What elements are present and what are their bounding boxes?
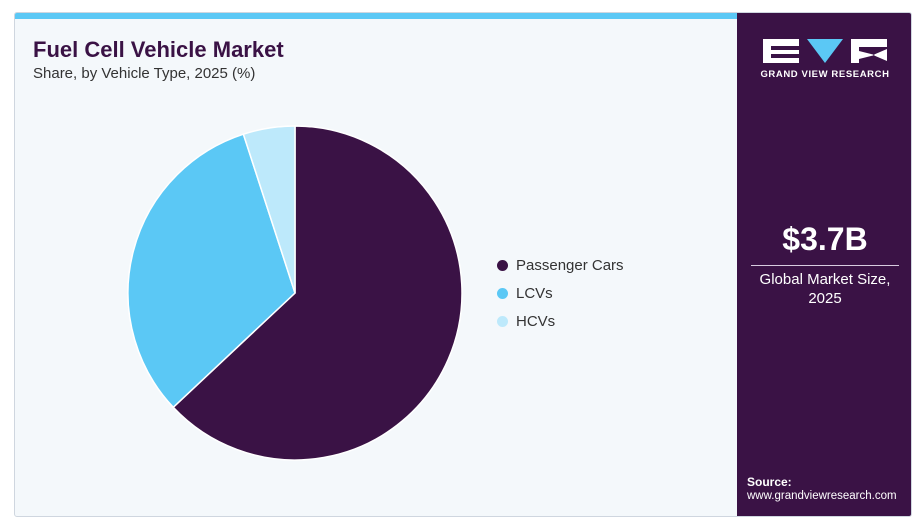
legend-label-passenger-cars: Passenger Cars bbox=[516, 256, 624, 274]
pie-slice-passenger-cars bbox=[172, 125, 463, 461]
accent-top-bar bbox=[15, 13, 737, 19]
pie-chart bbox=[127, 125, 463, 461]
pie-slice-hcvs bbox=[242, 125, 296, 294]
legend-item-hcvs: HCVs bbox=[497, 307, 624, 335]
chart-legend: Passenger Cars LCVs HCVs bbox=[497, 251, 624, 335]
source-label: Source: bbox=[747, 475, 792, 489]
market-size-value: $3.7B bbox=[782, 221, 868, 257]
legend-item-passenger-cars: Passenger Cars bbox=[497, 251, 624, 279]
legend-label-hcvs: HCVs bbox=[516, 312, 556, 330]
legend-swatch-passenger-cars bbox=[497, 259, 508, 271]
legend-label-lcvs: LCVs bbox=[516, 284, 553, 302]
market-size-label: Global Market Size, 2025 bbox=[759, 271, 891, 307]
summary-panel: GRAND VIEW RESEARCH $3.7B Global Market … bbox=[737, 13, 911, 516]
brand-name: GRAND VIEW RESEARCH bbox=[760, 69, 890, 80]
pie-slice-lcvs bbox=[127, 133, 296, 409]
chart-card: Fuel Cell Vehicle Market Share, by Vehic… bbox=[14, 12, 912, 517]
source-url: www.grandviewresearch.com bbox=[747, 490, 897, 502]
legend-item-lcvs: LCVs bbox=[497, 279, 624, 307]
legend-swatch-hcvs bbox=[497, 315, 508, 327]
divider bbox=[751, 265, 899, 266]
chart-subtitle: Share, by Vehicle Type, 2025 (%) bbox=[33, 65, 256, 82]
legend-swatch-lcvs bbox=[497, 287, 508, 299]
chart-title: Fuel Cell Vehicle Market bbox=[33, 37, 284, 62]
grand-view-research-logo-icon bbox=[763, 39, 887, 63]
